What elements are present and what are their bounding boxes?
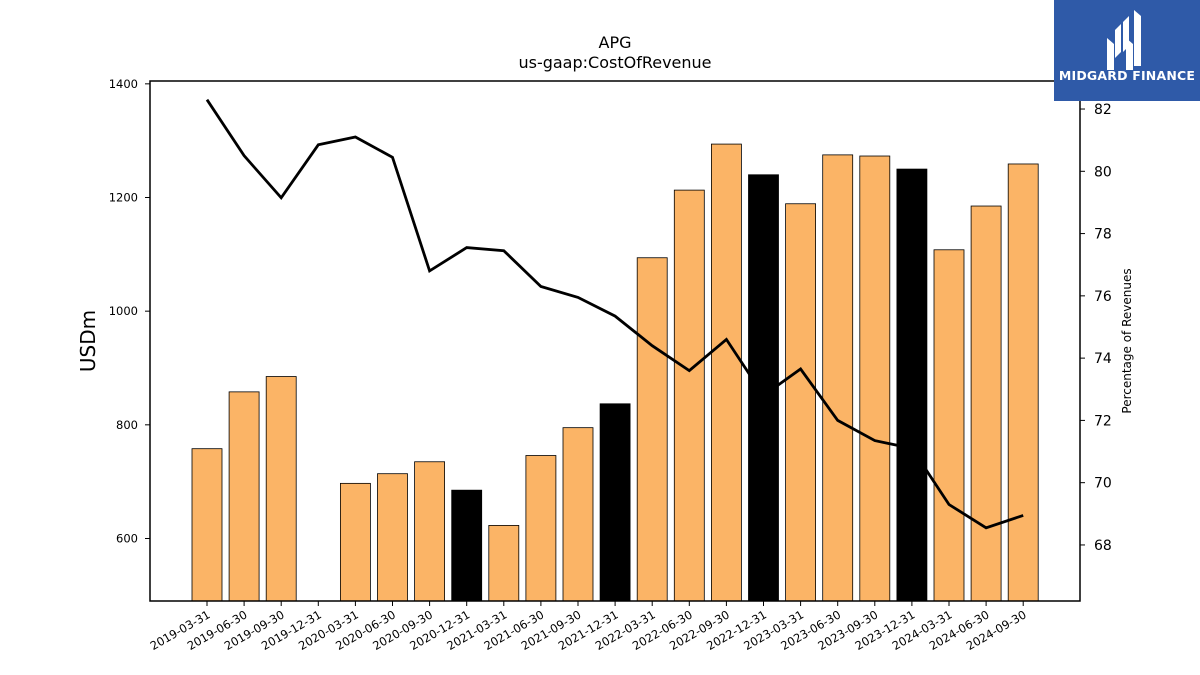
y2-tick-label: 70 xyxy=(1094,476,1112,492)
bar xyxy=(822,154,854,602)
y2-axis-label: Percentage of Revenues xyxy=(1120,268,1134,413)
chart-subtitle: us-gaap:CostOfRevenue xyxy=(518,53,711,72)
bar xyxy=(673,189,705,602)
bar xyxy=(599,403,631,602)
y2-tick-label: 82 xyxy=(1094,102,1112,118)
bar xyxy=(785,203,816,602)
bar xyxy=(859,155,891,602)
bar xyxy=(525,455,557,602)
brand-logo: MIDGARD FINANCE xyxy=(1054,0,1200,101)
bar xyxy=(933,249,965,602)
line-layer xyxy=(205,98,1024,530)
bar xyxy=(896,168,928,602)
y2-tick-label: 78 xyxy=(1094,227,1112,243)
bar xyxy=(377,473,408,602)
y-axis-right: 68 70 72 74 76 78 80 82 xyxy=(1080,102,1112,554)
y2-tick-label: 72 xyxy=(1094,413,1112,429)
bar xyxy=(970,205,1002,602)
x-axis: 2019-03-312019-06-302019-09-302019-12-31… xyxy=(148,601,1029,653)
bar xyxy=(562,427,594,602)
bars-layer xyxy=(191,143,1039,602)
bar xyxy=(339,482,371,602)
y2-tick-label: 76 xyxy=(1094,289,1112,305)
y-axis-label: USDm xyxy=(76,310,100,372)
y2-tick-label: 80 xyxy=(1094,164,1112,180)
bar xyxy=(191,448,223,602)
y2-tick-label: 68 xyxy=(1094,538,1112,554)
bar xyxy=(488,525,520,602)
y-tick-label: 600 xyxy=(116,531,138,545)
bar xyxy=(451,489,483,602)
bar xyxy=(1007,163,1039,602)
brand-name: MIDGARD FINANCE xyxy=(1058,68,1196,83)
y-tick-label: 800 xyxy=(116,418,138,432)
bar xyxy=(711,143,742,602)
y2-tick-label: 74 xyxy=(1094,351,1112,367)
bar xyxy=(228,391,260,602)
bar xyxy=(636,257,668,602)
percentage-line xyxy=(205,98,1024,530)
chart-title: APG xyxy=(599,33,632,52)
midgard-logo-icon xyxy=(1107,10,1141,70)
y-axis-left: 600 800 1000 1200 1400 xyxy=(109,77,150,545)
y-tick-label: 1000 xyxy=(109,304,138,318)
bar xyxy=(414,461,446,602)
bar xyxy=(265,376,297,602)
y-tick-label: 1200 xyxy=(109,191,138,205)
y-tick-label: 1400 xyxy=(109,77,138,91)
